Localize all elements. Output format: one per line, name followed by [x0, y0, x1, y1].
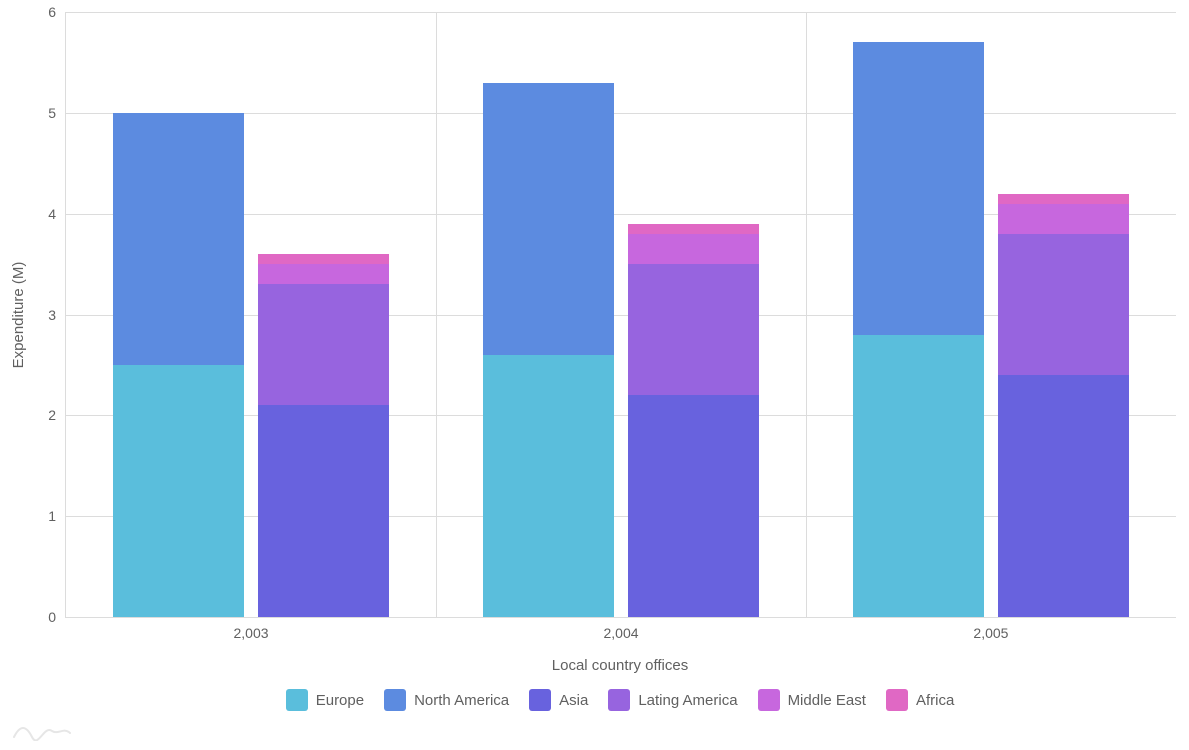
x-axis-label: Local country offices [552, 657, 688, 674]
bar-segment-europe[interactable] [483, 355, 614, 617]
gridline-vertical [806, 12, 807, 617]
y-tick-label: 1 [48, 508, 56, 524]
legend-label: Africa [916, 692, 954, 709]
legend-label: Middle East [788, 692, 866, 709]
bar-segment-middle_east[interactable] [258, 264, 389, 284]
bar-segment-africa[interactable] [998, 194, 1129, 204]
legend-item-asia[interactable]: Asia [529, 689, 588, 711]
chart-container: 01234562,0032,0042,005 Expenditure (M) L… [0, 0, 1189, 750]
legend-item-north_america[interactable]: North America [384, 689, 509, 711]
bar-segment-europe[interactable] [853, 335, 984, 617]
bar-segment-asia[interactable] [628, 395, 759, 617]
x-tick-label: 2,004 [603, 625, 638, 641]
legend-swatch-icon [384, 689, 406, 711]
y-tick-label: 0 [48, 609, 56, 625]
legend-label: Asia [559, 692, 588, 709]
bar-segment-latin_america[interactable] [258, 284, 389, 405]
bar-segment-north_america[interactable] [113, 113, 244, 365]
bar-segment-latin_america[interactable] [998, 234, 1129, 375]
legend-item-latin_america[interactable]: Lating America [608, 689, 737, 711]
bar-segment-asia[interactable] [998, 375, 1129, 617]
legend-label: Lating America [638, 692, 737, 709]
x-tick-label: 2,005 [973, 625, 1008, 641]
legend-swatch-icon [886, 689, 908, 711]
legend: Europe North America Asia Lating America Mid… [65, 689, 1175, 711]
legend-swatch-icon [286, 689, 308, 711]
y-axis-label: Expenditure (M) [10, 261, 27, 368]
bar-segment-north_america[interactable] [853, 42, 984, 334]
legend-item-africa[interactable]: Africa [886, 689, 954, 711]
bar-segment-latin_america[interactable] [628, 264, 759, 395]
amcharts-logo-icon [12, 719, 72, 746]
y-tick-label: 2 [48, 407, 56, 423]
bar-segment-north_america[interactable] [483, 83, 614, 355]
legend-swatch-icon [758, 689, 780, 711]
y-tick-label: 5 [48, 105, 56, 121]
plot-area: 01234562,0032,0042,005 [65, 12, 1176, 618]
bar-segment-asia[interactable] [258, 405, 389, 617]
legend-item-europe[interactable]: Europe [286, 689, 364, 711]
y-tick-label: 6 [48, 4, 56, 20]
bar-segment-africa[interactable] [258, 254, 389, 264]
bar-segment-europe[interactable] [113, 365, 244, 617]
gridline-horizontal [66, 12, 1176, 13]
legend-item-middle_east[interactable]: Middle East [758, 689, 866, 711]
legend-swatch-icon [529, 689, 551, 711]
y-tick-label: 4 [48, 206, 56, 222]
x-tick-label: 2,003 [234, 625, 269, 641]
gridline-vertical [436, 12, 437, 617]
legend-swatch-icon [608, 689, 630, 711]
legend-label: North America [414, 692, 509, 709]
y-tick-label: 3 [48, 307, 56, 323]
bar-segment-middle_east[interactable] [628, 234, 759, 264]
bar-segment-middle_east[interactable] [998, 204, 1129, 234]
legend-label: Europe [316, 692, 364, 709]
bar-segment-africa[interactable] [628, 224, 759, 234]
